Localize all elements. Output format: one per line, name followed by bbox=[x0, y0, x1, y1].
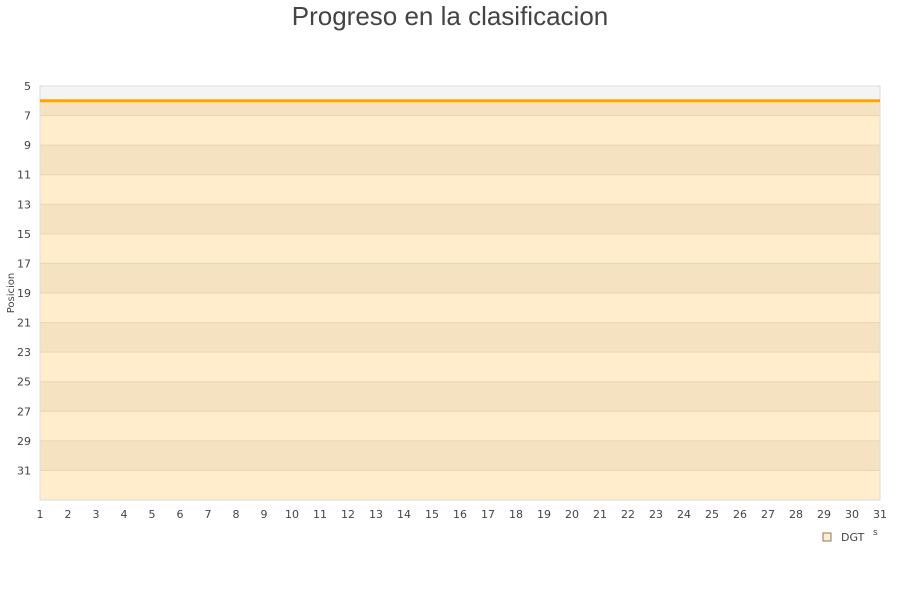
x-tick-label: 15 bbox=[425, 508, 439, 521]
x-tick-label: 18 bbox=[509, 508, 523, 521]
x-tick-label: 28 bbox=[789, 508, 803, 521]
x-tick-label: 29 bbox=[817, 508, 831, 521]
x-tick-label: 3 bbox=[93, 508, 100, 521]
x-tick-label: 13 bbox=[369, 508, 383, 521]
plot-border bbox=[39, 85, 881, 501]
y-axis-label: Posicion bbox=[6, 273, 17, 314]
x-tick-label: 1 bbox=[37, 508, 44, 521]
x-tick-label: 6 bbox=[177, 508, 184, 521]
legend-label-dgt: DGT bbox=[841, 531, 865, 544]
grid-band bbox=[40, 115, 880, 146]
x-tick-label: 30 bbox=[845, 508, 859, 521]
y-tick-label: 9 bbox=[24, 139, 31, 152]
x-tick-label: 2 bbox=[65, 508, 72, 521]
y-tick-label: 5 bbox=[24, 80, 31, 93]
x-tick-label: 12 bbox=[341, 508, 355, 521]
x-tick-label: 20 bbox=[565, 508, 579, 521]
x-tick-label: 21 bbox=[593, 508, 607, 521]
x-tick-label: 11 bbox=[313, 508, 327, 521]
chart-title: Progreso en la clasificacion bbox=[292, 1, 609, 31]
y-tick-label: 21 bbox=[17, 317, 31, 330]
x-tick-label: 8 bbox=[233, 508, 240, 521]
grid-band bbox=[40, 411, 880, 441]
grid-band bbox=[40, 440, 880, 471]
x-tick-label: 10 bbox=[285, 508, 299, 521]
grid-band bbox=[40, 233, 880, 264]
x-tick-label: 5 bbox=[149, 508, 156, 521]
grid-band bbox=[40, 352, 880, 382]
x-tick-label: 17 bbox=[481, 508, 495, 521]
x-tick-label: 19 bbox=[537, 508, 551, 521]
grid-band bbox=[40, 100, 880, 116]
y-tick-label: 15 bbox=[17, 228, 31, 241]
x-tick-label: 4 bbox=[121, 508, 128, 521]
legend-extra-text: s bbox=[873, 528, 878, 538]
grid-band bbox=[40, 381, 880, 412]
legend: DGT s bbox=[822, 528, 878, 544]
x-tick-label: 16 bbox=[453, 508, 467, 521]
y-tick-label: 11 bbox=[17, 169, 31, 182]
x-tick-label: 14 bbox=[397, 508, 411, 521]
grid-band bbox=[40, 470, 880, 500]
legend-swatch-dgt bbox=[822, 532, 832, 542]
y-tick-label: 31 bbox=[17, 464, 31, 477]
x-tick-label: 27 bbox=[761, 508, 775, 521]
y-tick-label: 25 bbox=[17, 376, 31, 389]
x-tick-label: 22 bbox=[621, 508, 635, 521]
x-tick-label: 31 bbox=[873, 508, 887, 521]
x-tick-label: 7 bbox=[205, 508, 212, 521]
y-tick-label: 19 bbox=[17, 287, 31, 300]
y-tick-label: 17 bbox=[17, 257, 31, 270]
grid-band bbox=[40, 145, 880, 175]
y-tick-label: 7 bbox=[24, 110, 31, 123]
grid-band bbox=[40, 174, 880, 205]
y-tick-label: 27 bbox=[17, 405, 31, 418]
y-tick-label: 23 bbox=[17, 346, 31, 359]
grid-band bbox=[40, 322, 880, 353]
y-tick-label: 29 bbox=[17, 435, 31, 448]
grid-band bbox=[40, 204, 880, 234]
grid-band bbox=[40, 263, 880, 293]
x-tick-label: 25 bbox=[705, 508, 719, 521]
grid-band bbox=[40, 293, 880, 323]
y-tick-label: 13 bbox=[17, 198, 31, 211]
x-tick-label: 24 bbox=[677, 508, 691, 521]
x-tick-label: 9 bbox=[261, 508, 268, 521]
x-tick-label: 26 bbox=[733, 508, 747, 521]
x-tick-label: 23 bbox=[649, 508, 663, 521]
